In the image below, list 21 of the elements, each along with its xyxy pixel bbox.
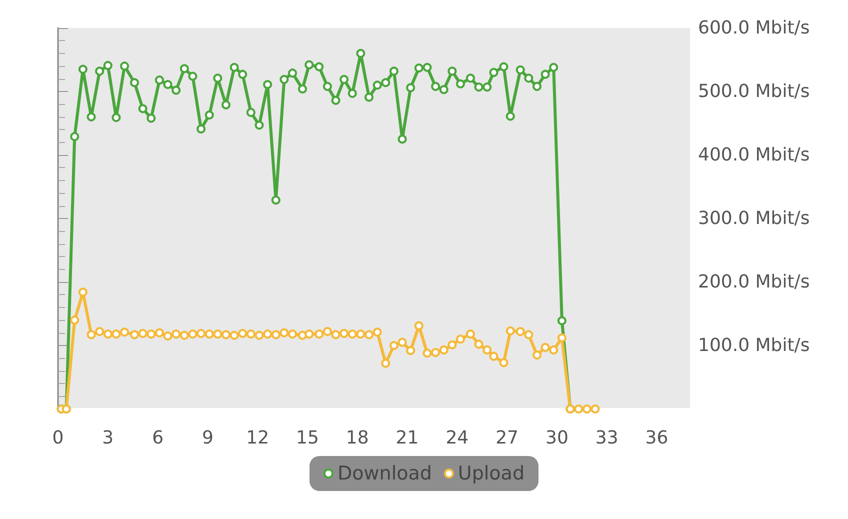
legend-label: Download bbox=[337, 462, 432, 484]
y-tick-label: 600.0 Mbit/s bbox=[698, 18, 810, 38]
y-tick-label: 300.0 Mbit/s bbox=[698, 208, 810, 229]
y-tick-label: 500.0 Mbit/s bbox=[698, 81, 810, 102]
x-tick-label: 33 bbox=[595, 428, 618, 448]
x-tick-label: 12 bbox=[246, 428, 270, 448]
x-tick-label: 30 bbox=[545, 428, 568, 448]
legend-label: Upload bbox=[458, 462, 525, 484]
x-tick-label: 9 bbox=[202, 428, 214, 448]
x-tick-label: 15 bbox=[296, 428, 319, 448]
x-tick-label: 6 bbox=[152, 428, 164, 448]
y-tick-label: 200.0 Mbit/s bbox=[698, 272, 810, 292]
x-tick-label: 3 bbox=[102, 428, 114, 448]
x-tick-label: 18 bbox=[346, 428, 369, 448]
x-tick-label: 27 bbox=[496, 428, 519, 448]
x-tick-label: 21 bbox=[396, 428, 419, 448]
x-tick-label: 24 bbox=[446, 428, 469, 448]
x-tick-label: 0 bbox=[52, 428, 64, 448]
y-tick-label: 100.0 Mbit/s bbox=[698, 335, 810, 356]
y-tick-label: 400.0 Mbit/s bbox=[698, 144, 810, 166]
x-tick-label: 36 bbox=[645, 428, 668, 448]
